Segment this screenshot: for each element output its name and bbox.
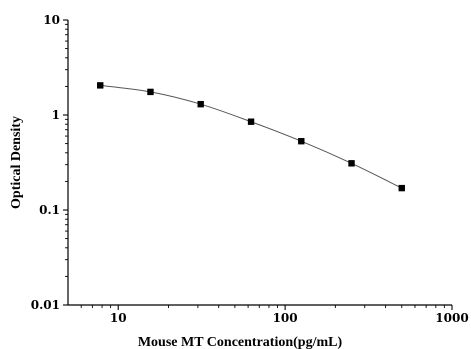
data-point (398, 184, 405, 192)
data-point (197, 100, 204, 108)
y-tick-label: 10 (43, 13, 60, 27)
axes (67, 20, 452, 306)
y-axis-title: Optical Density (9, 116, 24, 209)
data-point (247, 118, 255, 125)
x-tick-label: 1000 (435, 311, 468, 325)
data-point (97, 82, 104, 89)
x-tick-label: 100 (273, 311, 298, 325)
y-tick-label: 0.01 (31, 298, 60, 312)
x-tick-label: 10 (110, 311, 127, 325)
x-axis-title: Mouse MT Concentration(pg/mL) (138, 335, 343, 349)
y-tick-label: 0.1 (39, 203, 60, 217)
data-point (298, 137, 305, 145)
axis-ticks (63, 19, 453, 310)
data-point (147, 88, 154, 96)
tick-labels: 0.01 0.1 1 10 10 100 1000 (31, 13, 469, 325)
y-tick-label: 1 (52, 108, 60, 122)
series-line (100, 84, 402, 189)
data-series (97, 82, 405, 192)
data-point (348, 160, 355, 167)
